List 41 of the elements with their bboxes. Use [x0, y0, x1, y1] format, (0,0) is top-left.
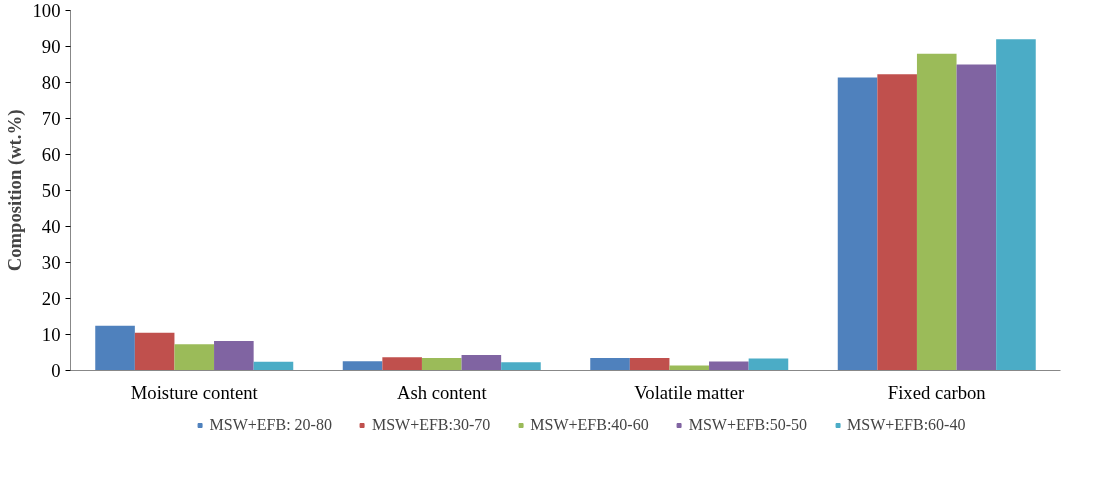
bar: [95, 325, 135, 371]
legend-label: MSW+EFB:50-50: [688, 416, 808, 434]
bar: [342, 361, 383, 371]
bar: [916, 53, 957, 371]
bar: [590, 357, 630, 371]
bar: [461, 355, 502, 371]
bar: [996, 39, 1036, 371]
y-tick-label: 50: [41, 180, 61, 201]
legend-label: MSW+EFB:30-70: [371, 416, 491, 434]
bar: [629, 357, 670, 371]
legend-label: MSW+EFB:40-60: [530, 416, 649, 434]
bar: [421, 357, 462, 371]
bar: [134, 332, 175, 371]
bar: [956, 64, 997, 371]
y-tick-label: 80: [41, 72, 61, 93]
bar: [174, 344, 215, 371]
bar: [382, 357, 422, 371]
y-tick-label: 60: [41, 144, 61, 165]
bar: [501, 362, 541, 371]
x-tick-label: Moisture content: [130, 381, 259, 403]
bar: [748, 358, 789, 371]
bar: [877, 74, 917, 371]
bar: [837, 77, 878, 371]
bar: [709, 361, 749, 371]
y-tick-label: 70: [41, 108, 61, 129]
y-tick-label: 20: [41, 288, 61, 309]
y-axis-title: Composition (wt.%): [3, 109, 26, 272]
y-tick-label: 10: [41, 324, 61, 345]
y-tick-label: 0: [51, 360, 61, 381]
x-tick-label: Fixed carbon: [887, 381, 987, 403]
y-tick-label: 30: [41, 252, 61, 273]
x-tick-label: Volatile matter: [634, 381, 746, 403]
bar: [253, 361, 294, 371]
x-tick-label: Ash content: [396, 381, 488, 403]
legend-label: MSW+EFB: 20-80: [209, 416, 332, 434]
y-tick-label: 90: [41, 36, 61, 57]
y-tick-label: 100: [32, 0, 61, 21]
y-tick-label: 40: [41, 216, 61, 237]
legend-label: MSW+EFB:60-40: [847, 416, 966, 434]
bar: [669, 365, 710, 371]
bar: [214, 340, 254, 371]
